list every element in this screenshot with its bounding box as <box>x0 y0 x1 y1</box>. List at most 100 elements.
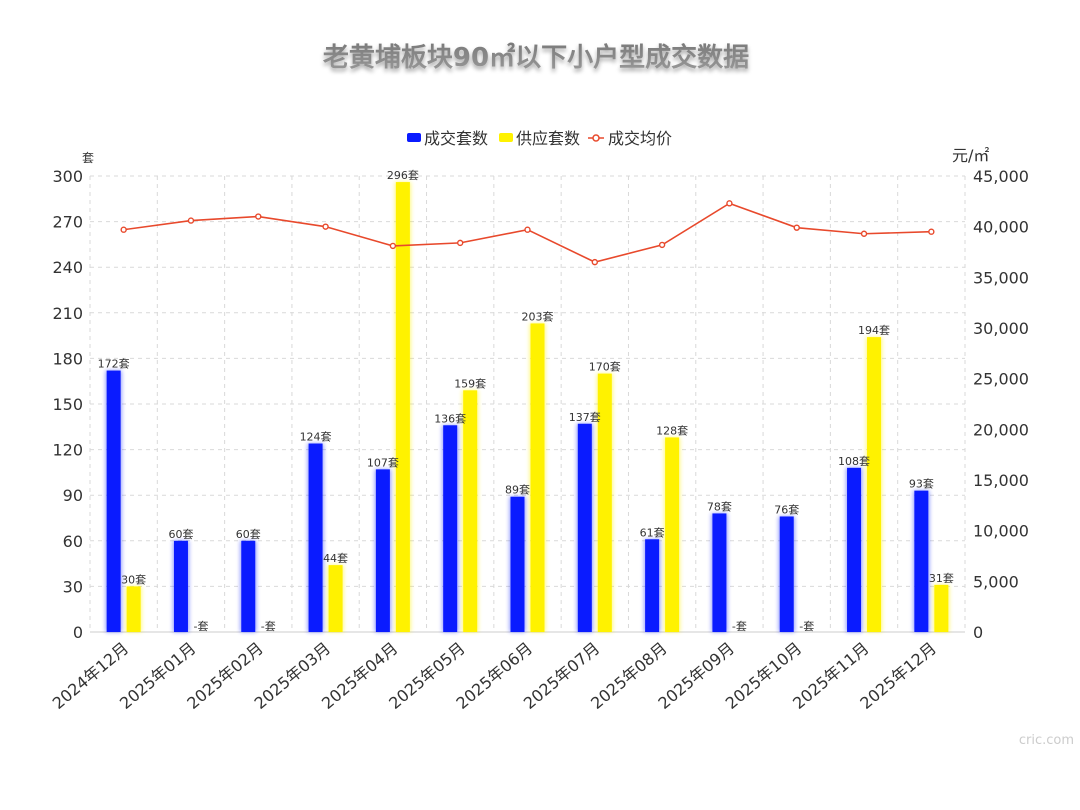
data-label-supply-missing: -套 <box>193 620 208 633</box>
bar-supply[interactable] <box>530 323 545 632</box>
data-label-supply-missing: -套 <box>799 620 814 633</box>
y-left-tick-label: 210 <box>52 304 83 323</box>
avg-price-point[interactable] <box>860 230 868 237</box>
data-label-supply: 194套 <box>858 324 890 337</box>
bar-supply[interactable] <box>395 182 410 632</box>
bar-supply[interactable] <box>328 565 343 632</box>
y-right-tick-label: 20,000 <box>973 420 1029 439</box>
bars <box>105 182 950 632</box>
y-left-tick-label: 300 <box>52 167 83 186</box>
avg-price-point[interactable] <box>120 226 127 233</box>
avg-price-point[interactable] <box>524 226 531 233</box>
data-label-deals: 60套 <box>236 528 261 541</box>
bar-supply[interactable] <box>934 584 949 632</box>
avg-price-point[interactable] <box>389 242 397 250</box>
y-left-unit: 套 <box>82 151 94 165</box>
y-right-ticks: 0 5,000 10,000 15,000 20,000 25,000 30,000 35,0… <box>973 167 1029 642</box>
bar-deals[interactable] <box>173 540 188 632</box>
legend-item-avg-price[interactable]: 成交均价 <box>588 129 672 148</box>
bar-deals[interactable] <box>847 467 862 632</box>
y-left-tick-label: 0 <box>73 623 83 642</box>
legend-swatch-supply <box>499 133 513 142</box>
y-right-tick-label: 10,000 <box>973 522 1029 541</box>
y-right-tick-label: 35,000 <box>973 268 1029 287</box>
y-left-tick-label: 240 <box>52 258 83 277</box>
avg-price-point[interactable] <box>322 223 329 230</box>
data-label-supply: 30套 <box>121 573 146 586</box>
data-label-deals: 89套 <box>505 484 530 497</box>
avg-price-point[interactable] <box>255 213 262 220</box>
bar-supply[interactable] <box>867 337 882 632</box>
y-left-tick-label: 30 <box>63 577 83 596</box>
data-label-deals: 137套 <box>569 411 601 424</box>
legend-item-supply[interactable]: 供应套数 <box>499 129 580 148</box>
bar-deals[interactable] <box>779 516 794 632</box>
legend-label-supply: 供应套数 <box>516 129 580 148</box>
y-right-tick-label: 40,000 <box>973 218 1029 237</box>
data-label-deals: 60套 <box>168 528 193 541</box>
y-left-tick-label: 90 <box>63 486 83 505</box>
y-right-tick-label: 25,000 <box>973 370 1029 389</box>
y-left-tick-label: 120 <box>52 441 83 460</box>
data-label-supply: 170套 <box>589 361 621 374</box>
y-left-tick-label: 180 <box>52 349 83 368</box>
y-left-tick-label: 60 <box>63 532 83 551</box>
legend-label-deals: 成交套数 <box>424 129 488 148</box>
avg-price-point[interactable] <box>591 258 599 266</box>
data-label-supply: 296套 <box>387 169 419 182</box>
data-label-deals: 78套 <box>707 500 732 513</box>
avg-price-point[interactable] <box>928 228 935 235</box>
legend-item-deals[interactable]: 成交套数 <box>407 129 488 148</box>
avg-price-point[interactable] <box>793 224 800 231</box>
data-label-deals: 108套 <box>838 455 870 468</box>
bar-supply[interactable] <box>126 586 141 632</box>
y-right-unit: 元/㎡ <box>952 146 989 165</box>
y-left-tick-label: 270 <box>52 213 83 232</box>
grid <box>89 175 966 633</box>
data-label-deals: 107套 <box>367 456 399 469</box>
bar-deals[interactable] <box>914 490 929 632</box>
chart-title: 老黄埔板块90㎡以下小户型成交数据 <box>323 42 749 73</box>
bar-supply[interactable] <box>597 373 612 632</box>
bar-deals[interactable] <box>577 423 592 632</box>
y-right-tick-label: 5,000 <box>973 572 1019 591</box>
legend-label-avg-price: 成交均价 <box>608 129 672 148</box>
avg-price-point[interactable] <box>456 239 464 247</box>
data-label-deals: 172套 <box>98 358 130 371</box>
y-right-tick-label: 15,000 <box>973 471 1029 490</box>
watermark: cric.com <box>1019 733 1074 748</box>
data-label-supply-missing: -套 <box>261 620 276 633</box>
bar-supply[interactable] <box>463 390 478 632</box>
data-label-supply: 203套 <box>522 310 554 323</box>
data-label-deals: 136套 <box>434 412 466 425</box>
bar-deals[interactable] <box>712 513 727 632</box>
data-label-deals: 61套 <box>640 526 665 539</box>
y-right-tick-label: 30,000 <box>973 319 1029 338</box>
bar-deals[interactable] <box>106 370 121 632</box>
data-label-deals: 124套 <box>300 431 332 444</box>
data-label-supply: 31套 <box>929 572 954 585</box>
data-label-supply: 128套 <box>656 424 688 437</box>
y-left-tick-label: 150 <box>52 395 83 414</box>
bar-deals[interactable] <box>645 539 660 632</box>
avg-price-point[interactable] <box>187 217 195 224</box>
avg-price-point[interactable] <box>658 241 666 249</box>
y-right-tick-label: 45,000 <box>973 167 1029 186</box>
data-label-deals: 76套 <box>774 503 799 516</box>
bar-deals[interactable] <box>308 443 323 632</box>
avg-price-line <box>120 200 935 266</box>
x-axis-labels: 2024年12月2025年01月2025年02月2025年03月2025年04月… <box>49 639 940 713</box>
bar-deals[interactable] <box>241 540 256 632</box>
avg-price-point[interactable] <box>726 200 733 207</box>
y-left-ticks: 0 30 60 90 120 150 180 210 240 270 300 <box>52 167 83 642</box>
data-label-supply-missing: -套 <box>732 620 747 633</box>
data-label-deals: 93套 <box>909 478 934 491</box>
y-right-tick-label: 0 <box>973 623 983 642</box>
bar-supply[interactable] <box>665 437 680 632</box>
data-labels: 172套 30套 60套 -套 60套 -套 124套 44套 107套 296套 136套 159套… <box>98 169 954 633</box>
bar-deals[interactable] <box>443 425 458 632</box>
bar-deals[interactable] <box>375 469 390 632</box>
legend-marker-avg-price <box>592 134 600 142</box>
bar-deals[interactable] <box>510 496 525 632</box>
